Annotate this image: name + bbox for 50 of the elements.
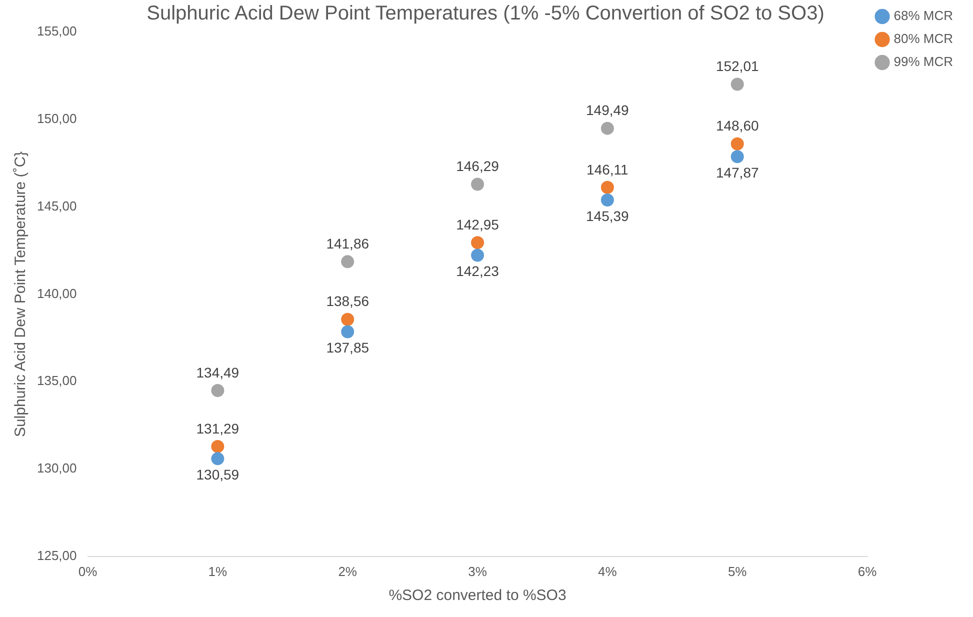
legend-label: 80% MCR [894, 31, 954, 46]
y-axis-title: Sulphuric Acid Dew Point Temperature (˚C} [12, 151, 30, 438]
x-tick-label: 2% [338, 564, 358, 579]
x-axis-title: %SO2 converted to %SO3 [388, 587, 566, 604]
data-label: 146,11 [586, 161, 629, 178]
data-label: 130,59 [196, 466, 240, 483]
data-label: 131,29 [196, 420, 240, 436]
data-label: 138,56 [326, 293, 370, 310]
point [730, 150, 744, 164]
y-tick-label: 140,00 [36, 286, 77, 301]
y-tick-label: 155,00 [36, 24, 77, 39]
data-label: 148,60 [716, 118, 759, 134]
point [211, 440, 224, 453]
legend-label: 99% MCR [894, 54, 954, 70]
y-tick-label: 125,00 [36, 548, 77, 563]
y-tick-label: 130,00 [36, 460, 77, 476]
x-tick-label: 5% [728, 564, 748, 579]
point [341, 325, 354, 338]
x-tick-label: 0% [78, 564, 98, 579]
data-label: 134,49 [196, 364, 240, 380]
x-tick-label: 4% [598, 564, 618, 579]
point [600, 193, 614, 206]
y-tick-label: 150,00 [36, 110, 77, 126]
point [341, 312, 354, 326]
point [600, 180, 614, 194]
data-label: 145,39 [586, 208, 630, 224]
x-tick-label: 1% [208, 564, 228, 579]
data-label: 141,86 [326, 236, 370, 252]
data-label: 152,01 [716, 58, 759, 74]
point [730, 78, 744, 91]
data-label: 137,85 [326, 340, 370, 356]
point [341, 255, 354, 268]
data-label: 147,87 [716, 164, 759, 180]
point [471, 248, 484, 262]
x-tick-label: 6% [858, 564, 878, 579]
y-tick-label: 145,00 [36, 198, 77, 214]
point [471, 236, 484, 250]
data-label: 142,95 [456, 216, 500, 232]
point [471, 178, 484, 191]
y-tick-label: 135,00 [36, 373, 77, 388]
data-label: 149,49 [586, 102, 630, 118]
point [730, 137, 744, 150]
point [211, 452, 224, 466]
x-tick-label: 3% [468, 564, 488, 579]
point [600, 122, 614, 135]
legend-label: 68% MCR [894, 8, 954, 24]
chart-title: Sulphuric Acid Dew Point Temperatures (1% -5% Convertion of SO2 to SO3) [146, 2, 824, 25]
data-label: 146,29 [456, 158, 500, 174]
point [211, 384, 224, 398]
data-label: 142,23 [456, 263, 500, 280]
